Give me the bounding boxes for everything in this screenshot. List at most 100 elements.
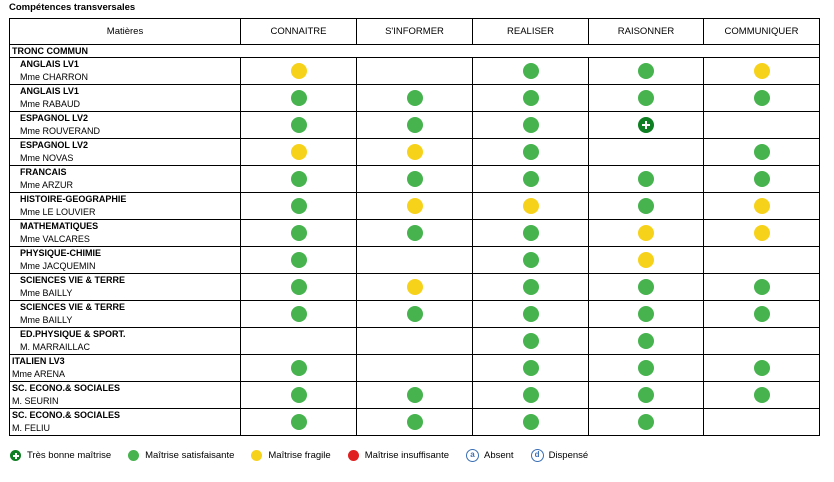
teacher-name: Mme JACQUEMIN	[20, 260, 96, 271]
competence-cell	[356, 111, 473, 139]
yellow-circle-icon	[290, 63, 307, 79]
yellow-circle-icon	[522, 198, 539, 214]
legend-item-satisfaisante: Maîtrise satisfaisante	[128, 450, 234, 461]
green-circle-icon	[522, 117, 539, 133]
competence-cell	[588, 300, 704, 328]
green-circle-icon	[290, 306, 307, 322]
competence-cell	[588, 408, 704, 436]
competence-cell	[240, 273, 357, 301]
green-circle-icon	[406, 306, 423, 322]
competence-cell	[240, 381, 357, 409]
subject-name: ED.PHYSIQUE & SPORT.	[20, 329, 126, 339]
green-circle-icon	[406, 225, 423, 241]
table-row: ESPAGNOL LV2 Mme ROUVERAND	[9, 111, 820, 139]
competence-cell	[240, 192, 357, 220]
green-circle-icon	[290, 252, 307, 268]
green-circle-icon	[406, 414, 423, 430]
header-row: Matières CONNAITRE S'INFORMER REALISER R…	[9, 18, 820, 45]
yellow-circle-icon	[638, 252, 654, 268]
green-circle-icon	[638, 198, 654, 214]
green-circle-icon	[290, 387, 307, 403]
col-header-connaitre: CONNAITRE	[240, 18, 357, 45]
green-circle-icon	[522, 306, 539, 322]
green-circle-icon	[753, 360, 770, 376]
green-circle-icon	[638, 90, 654, 106]
competence-cell	[588, 246, 704, 274]
competence-cell	[356, 57, 473, 85]
green-circle-icon	[522, 333, 539, 349]
green-circle-icon	[522, 414, 539, 430]
table-row: PHYSIQUE-CHIMIE Mme JACQUEMIN	[9, 246, 820, 274]
teacher-name: Mme BAILLY	[20, 314, 73, 325]
competence-cell	[472, 354, 589, 382]
subject-cell: SCIENCES VIE & TERRE Mme BAILLY	[9, 300, 241, 328]
section-title: Compétences transversales	[9, 2, 136, 13]
competence-cell	[472, 138, 589, 166]
competence-cell	[472, 84, 589, 112]
green-circle-icon	[290, 90, 307, 106]
competence-cell	[703, 273, 820, 301]
group-label: TRONC COMMUN	[9, 44, 820, 58]
group-row: TRONC COMMUN	[9, 44, 820, 58]
teacher-name: Mme RABAUD	[20, 98, 81, 109]
table-row: ANGLAIS LV1 Mme RABAUD	[9, 84, 820, 112]
legend-label: Dispensé	[548, 450, 589, 461]
competence-cell	[588, 57, 704, 85]
subject-cell: ANGLAIS LV1 Mme CHARRON	[9, 57, 241, 85]
subject-cell: ESPAGNOL LV2 Mme NOVAS	[9, 138, 241, 166]
teacher-name: Mme CHARRON	[20, 71, 89, 82]
col-header-raisonner: RAISONNER	[588, 18, 704, 45]
col-header-communiquer: COMMUNIQUER	[703, 18, 820, 45]
competence-cell	[588, 327, 704, 355]
subject-cell: SC. ECONO.& SOCIALES M. FELIU	[9, 408, 241, 436]
subject-cell: MATHEMATIQUES Mme VALCARES	[9, 219, 241, 247]
teacher-name: M. SEURIN	[12, 395, 59, 406]
competence-cell	[588, 165, 704, 193]
subject-cell: ESPAGNOL LV2 Mme ROUVERAND	[9, 111, 241, 139]
competence-cell	[703, 138, 820, 166]
subject-name: SCIENCES VIE & TERRE	[20, 275, 126, 285]
legend-label: Maîtrise insuffisante	[364, 450, 449, 461]
competence-cell	[472, 300, 589, 328]
yellow-circle-icon	[406, 144, 423, 160]
green-circle-icon	[290, 360, 307, 376]
competence-cell	[356, 84, 473, 112]
green-circle-icon	[290, 279, 307, 295]
green-circle-icon	[753, 306, 770, 322]
competence-cell	[703, 84, 820, 112]
table-row: SCIENCES VIE & TERRE Mme BAILLY	[9, 300, 820, 328]
green-circle-icon	[638, 414, 654, 430]
subject-name: ESPAGNOL LV2	[20, 140, 89, 150]
green-circle-icon	[522, 225, 539, 241]
yellow-circle-icon	[406, 279, 423, 295]
teacher-name: Mme ARENA	[12, 368, 66, 379]
subject-name: ANGLAIS LV1	[20, 59, 79, 69]
competence-cell	[472, 57, 589, 85]
competence-cell	[356, 273, 473, 301]
subject-name: SC. ECONO.& SOCIALES	[12, 383, 121, 393]
legend-label: Maîtrise fragile	[268, 450, 331, 461]
competence-cell	[472, 273, 589, 301]
green-circle-icon	[290, 171, 307, 187]
subject-name: ITALIEN LV3	[12, 356, 65, 366]
green-circle-icon	[406, 90, 423, 106]
competence-cell	[588, 111, 704, 139]
green-circle-icon	[638, 360, 654, 376]
competence-cell	[240, 246, 357, 274]
competence-cell	[356, 138, 473, 166]
absent-icon: a	[466, 449, 479, 462]
yellow-circle-icon	[251, 450, 263, 461]
subject-cell: HISTOIRE-GEOGRAPHIE Mme LE LOUVIER	[9, 192, 241, 220]
competence-cell	[703, 381, 820, 409]
subject-name: SC. ECONO.& SOCIALES	[12, 410, 121, 420]
competence-cell	[588, 273, 704, 301]
competence-cell	[356, 300, 473, 328]
green-circle-icon	[522, 144, 539, 160]
legend-item-dispense: d Dispensé	[530, 449, 589, 462]
legend-label: Absent	[484, 450, 514, 461]
table-row: SC. ECONO.& SOCIALES M. SEURIN	[9, 381, 820, 409]
green-circle-icon	[522, 63, 539, 79]
competence-cell	[472, 408, 589, 436]
green-circle-icon	[290, 117, 307, 133]
green-circle-icon	[522, 252, 539, 268]
